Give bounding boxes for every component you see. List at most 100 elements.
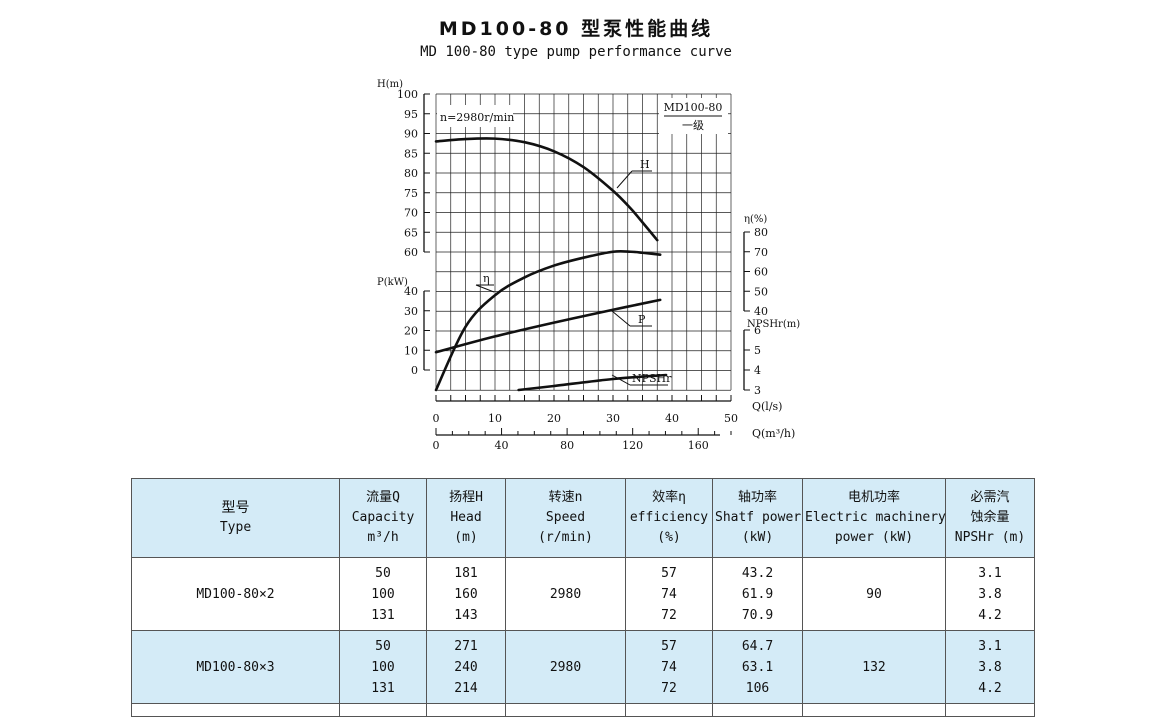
q-axis-tick-label: 30 [606, 412, 620, 425]
cell-value: 160 [454, 586, 478, 602]
h-axis-tick-label: 95 [404, 108, 418, 121]
cell-motor-power: 90 [802, 557, 946, 631]
qm-axis-tick-label: 120 [622, 439, 643, 452]
curve-label-leader [611, 310, 631, 327]
cell-value: 143 [454, 607, 478, 623]
header-motor-power-en: Electric machinery [805, 510, 946, 525]
header-speed-cn: 转速n [548, 490, 583, 505]
header-head: 扬程H Head (m) [426, 478, 506, 558]
header-shaft-power: 轴功率 Shatf power (kW) [712, 478, 803, 558]
qm-axis-label: Q(m³/h) [752, 427, 795, 440]
cell-npshr: 3.1 3.8 4.2 [945, 630, 1035, 704]
cell-capacity: 50 100 131 [339, 557, 427, 631]
npshr-axis-label: NPSHr(m) [747, 319, 800, 330]
header-efficiency-en: efficiency [629, 510, 709, 525]
cell-value: 240 [454, 659, 478, 675]
cell-type: MD100-80×2 [131, 557, 340, 631]
chart-title-cn: MD100-80 型泵性能曲线 [438, 18, 714, 40]
cell-value: 64.7 [741, 638, 774, 654]
p-axis-label: P(kW) [377, 277, 408, 288]
speed-note-box [437, 105, 513, 127]
qm-axis-tick-label: 0 [433, 439, 440, 452]
header-type-en: Type [219, 520, 252, 535]
eta-axis-label: η(%) [744, 214, 767, 225]
speed-note: n=2980r/min [440, 111, 514, 124]
eta-axis-tick-label: 70 [754, 246, 768, 259]
p-axis-tick-label: 40 [404, 285, 418, 298]
header-efficiency-unit: (%) [657, 530, 681, 545]
header-capacity: 流量Q Capacity m³/h [339, 478, 427, 558]
h-axis-tick-label: 65 [404, 226, 418, 239]
h-axis-tick-label: 70 [404, 207, 418, 220]
eta-axis-tick-label: 60 [754, 266, 768, 279]
cell-shaft-power: 43.2 61.9 70.9 [712, 557, 803, 631]
header-head-unit: (m) [454, 530, 478, 545]
cell-value: 57 [661, 565, 677, 581]
cell-value: 72 [661, 607, 677, 623]
header-npshr: 必需汽 蚀余量 NPSHr (m) [945, 478, 1035, 558]
curve-label-leader [475, 284, 495, 293]
qm-axis-tick-label: 40 [495, 439, 509, 452]
cell-value: 3.1 [978, 565, 1002, 581]
cell-value: 100 [371, 586, 395, 602]
cell-value: 3.8 [978, 586, 1002, 602]
chart-title-en: MD 100-80 type pump performance curve [420, 44, 732, 60]
cell-value: 70.9 [741, 607, 774, 623]
header-motor-power: 电机功率 Electric machinery power (kW) [802, 478, 946, 558]
h-curve [434, 137, 659, 242]
header-motor-power-cn: 电机功率 [847, 490, 900, 505]
h-axis-tick-label: 100 [397, 88, 418, 101]
npshr-curve [517, 373, 668, 392]
cell-value: 131 [371, 680, 395, 696]
cell-value: 3.8 [978, 659, 1002, 675]
cell-value: 106 [745, 680, 770, 696]
legend-stage: 一级 [682, 119, 704, 132]
p-axis-tick-label: 10 [404, 344, 418, 357]
cell-value: 74 [661, 659, 677, 675]
table-row: MD100-80×2 50 100 131 181 160 143 2980 5… [131, 557, 1035, 631]
h-axis-label: H(m) [377, 79, 403, 90]
curve-label: NPSHr [632, 372, 672, 385]
p-axis-tick-label: 0 [411, 364, 418, 377]
h-axis-tick-label: 90 [404, 128, 418, 141]
cell-efficiency: 57 74 72 [625, 557, 713, 631]
q-axis-tick-label: 40 [665, 412, 679, 425]
cell-value: 3.1 [978, 638, 1002, 654]
header-npshr-unit: NPSHr (m) [954, 530, 1026, 545]
efficiency-curve [434, 249, 662, 392]
curve-label: H [640, 158, 650, 171]
header-speed-unit: (r/min) [538, 530, 593, 545]
header-efficiency: 效率η efficiency (%) [625, 478, 713, 558]
cell-value: 131 [371, 607, 395, 623]
header-head-en: Head [450, 510, 482, 525]
h-axis-tick-label: 80 [404, 167, 418, 180]
q-axis-tick-label: 0 [433, 412, 440, 425]
header-type-cn: 型号 [221, 500, 250, 516]
curve-label: η [483, 272, 490, 285]
cell-speed: 2980 [505, 557, 626, 631]
cell-npshr: 3.1 3.8 4.2 [945, 557, 1035, 631]
cell-value: 63.1 [741, 659, 774, 675]
legend-model: MD100-80 [664, 101, 723, 114]
eta-axis-tick-label: 40 [754, 305, 768, 318]
cell-value: 74 [661, 586, 677, 602]
cell-speed: 2980 [505, 630, 626, 704]
header-head-cn: 扬程H [449, 490, 483, 505]
p-axis-tick-label: 20 [404, 325, 418, 338]
cell-value: 4.2 [978, 680, 1002, 696]
header-motor-power-unit: power (kW) [834, 530, 914, 545]
cell-efficiency: 57 74 72 [625, 630, 713, 704]
table-row [131, 703, 1035, 717]
spec-table: 型号 Type 流量Q Capacity m³/h 扬程H Head (m) 转… [131, 478, 1035, 717]
eta-axis-tick-label: 50 [754, 285, 768, 298]
cell-value: 271 [454, 638, 478, 654]
header-speed: 转速n Speed (r/min) [505, 478, 626, 558]
q-axis-tick-label: 10 [488, 412, 502, 425]
h-axis-tick-label: 75 [404, 187, 418, 200]
header-shaft-power-unit: (kW) [741, 530, 774, 545]
header-shaft-power-en: Shatf power [715, 510, 802, 525]
performance-chart: n=2980r/minMD100-80一级6065707580859095100… [377, 79, 800, 452]
cell-value: 50 [375, 638, 391, 654]
cell-shaft-power: 64.7 63.1 106 [712, 630, 803, 704]
header-type: 型号 Type [131, 478, 340, 558]
